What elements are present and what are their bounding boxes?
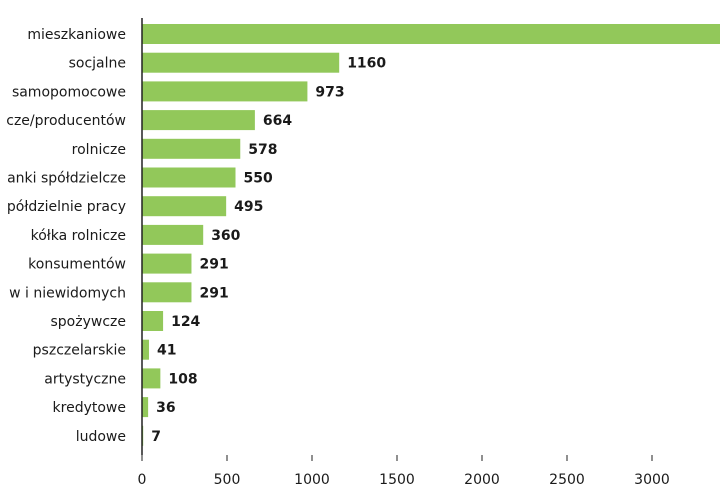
y-tick-label: artystyczne xyxy=(44,371,126,387)
bar xyxy=(142,167,236,188)
bar xyxy=(142,81,308,102)
y-tick-label: konsumentów xyxy=(28,257,126,273)
value-label: 36 xyxy=(156,400,175,416)
bar xyxy=(142,339,149,360)
x-tick-label: 3000 xyxy=(634,472,670,488)
y-tick-label: cze/producentów xyxy=(6,113,126,129)
value-label: 664 xyxy=(263,113,292,129)
y-tick-label: kredytowe xyxy=(53,400,126,416)
bar xyxy=(142,138,241,159)
bar xyxy=(142,224,204,245)
value-label: 550 xyxy=(244,171,273,187)
bar xyxy=(142,397,149,418)
value-label: 108 xyxy=(168,371,197,387)
bar xyxy=(142,52,340,73)
bar xyxy=(142,110,255,131)
y-tick-label: mieszkaniowe xyxy=(27,27,126,43)
y-tick-label: anki spółdzielcze xyxy=(7,171,126,187)
y-tick-label: samopomocowe xyxy=(12,84,126,100)
y-tick-label: spożywcze xyxy=(51,314,127,330)
x-tick-label: 500 xyxy=(214,472,241,488)
y-tick-label: ludowe xyxy=(76,429,126,445)
value-label: 7 xyxy=(151,429,161,445)
value-label: 973 xyxy=(315,84,344,100)
y-tick-label: pszczelarskie xyxy=(33,343,126,359)
y-tick-label: socjalne xyxy=(69,56,126,72)
value-label: 41 xyxy=(157,343,176,359)
y-tick-label: półdzielnie pracy xyxy=(7,199,126,215)
bar xyxy=(142,282,192,303)
value-label: 1160 xyxy=(347,56,386,72)
value-label: 495 xyxy=(234,199,263,215)
x-tick-label: 1000 xyxy=(294,472,330,488)
x-tick-label: 1500 xyxy=(379,472,415,488)
x-tick-label: 0 xyxy=(138,472,147,488)
bar xyxy=(142,368,161,389)
y-tick-label: w i niewidomych xyxy=(9,285,126,301)
x-tick-label: 2500 xyxy=(549,472,585,488)
value-label: 291 xyxy=(199,285,228,301)
y-tick-label: rolnicze xyxy=(72,142,126,158)
value-label: 291 xyxy=(199,257,228,273)
bar xyxy=(142,311,164,331)
bar xyxy=(142,196,227,217)
bar xyxy=(142,24,720,44)
x-tick-label: 2000 xyxy=(464,472,500,488)
value-label: 124 xyxy=(171,314,200,330)
bar xyxy=(142,253,192,274)
y-tick-label: kółka rolnicze xyxy=(31,228,126,244)
value-label: 578 xyxy=(248,142,277,158)
value-label: 360 xyxy=(211,228,240,244)
